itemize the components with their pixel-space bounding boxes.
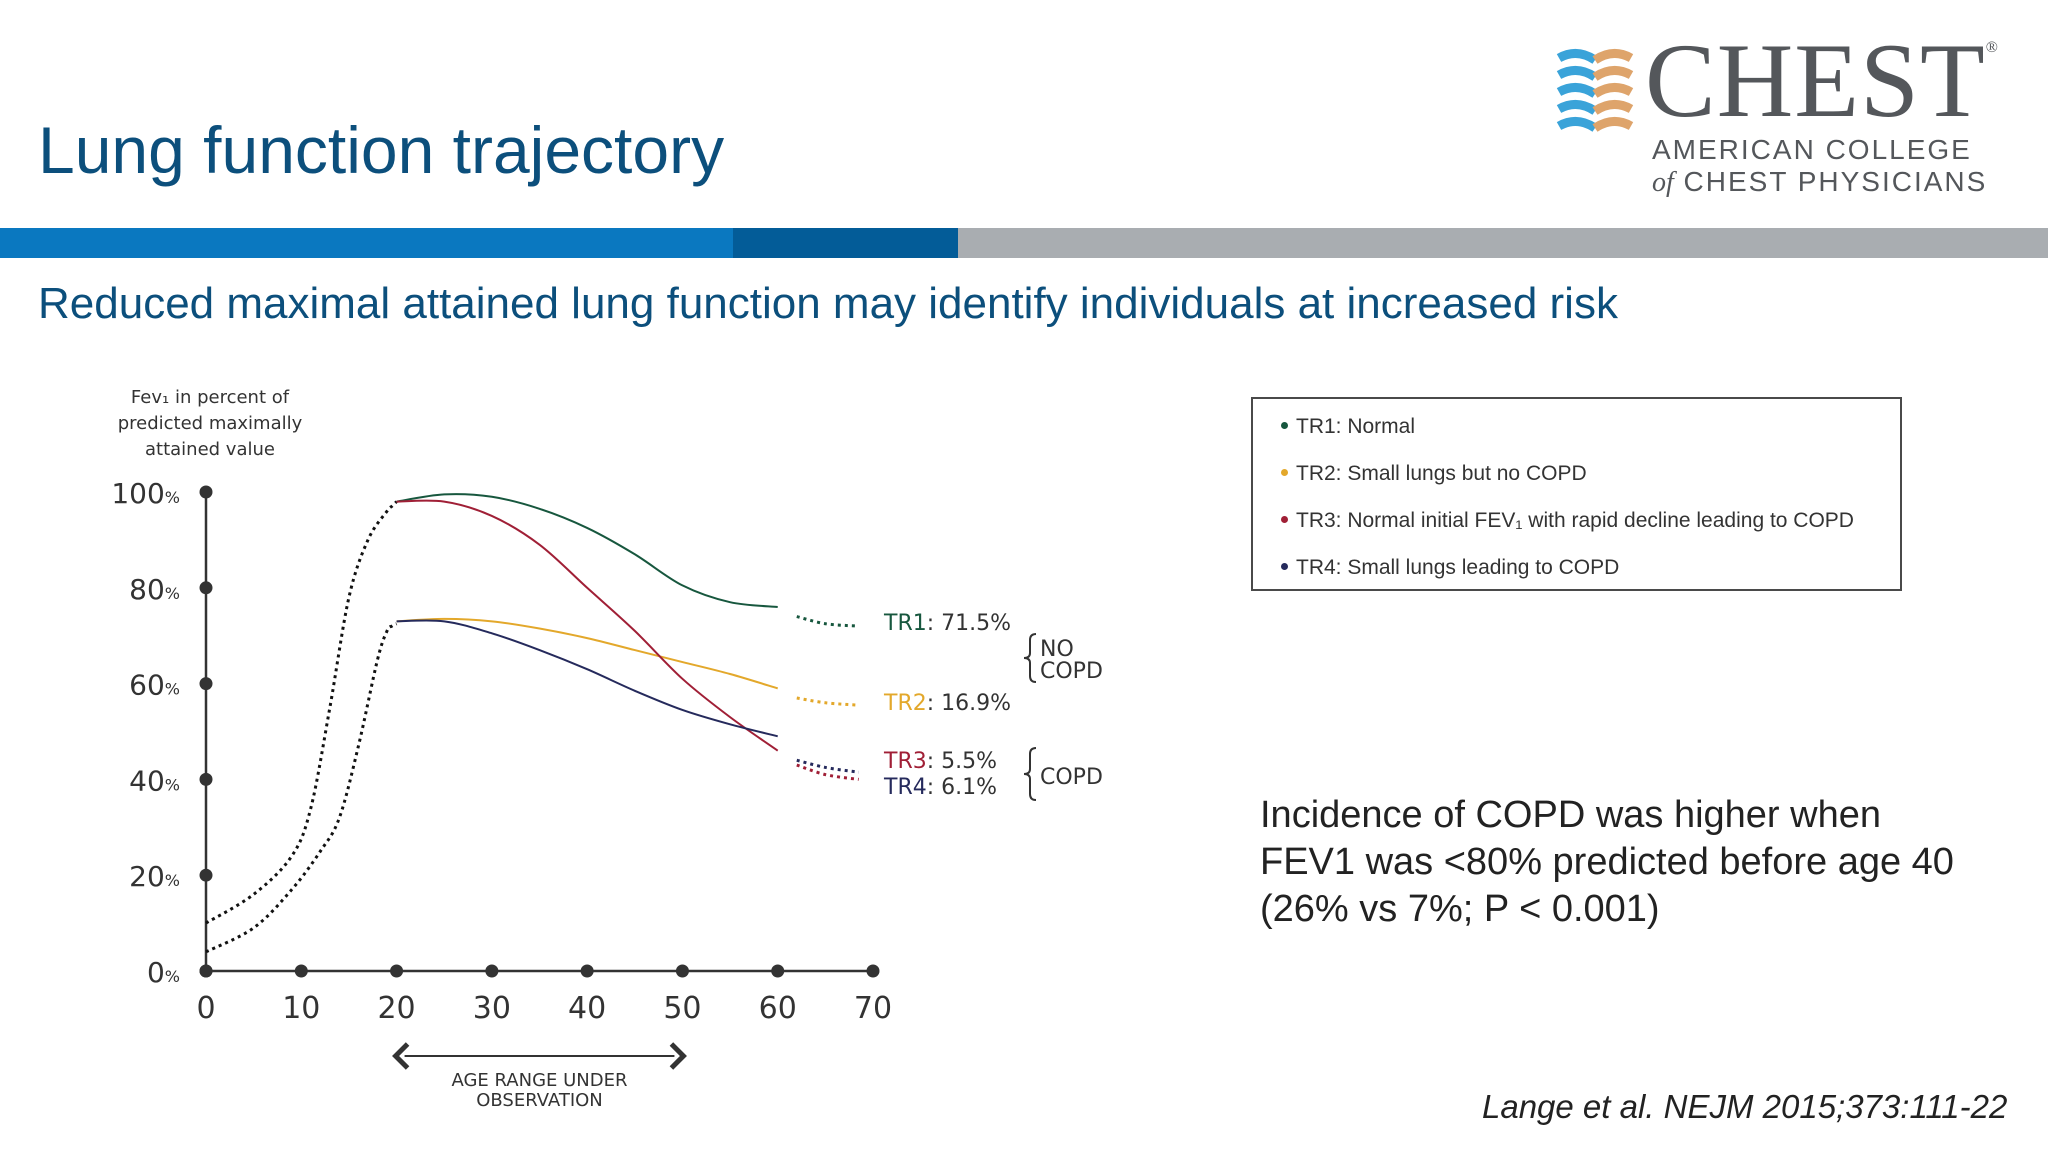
- series-line-tr3: [396, 499, 779, 752]
- y-tick-label: 0%: [147, 956, 180, 989]
- x-tick-label: 70: [854, 991, 892, 1026]
- legend-dot: [1281, 562, 1288, 570]
- legend-dot: [1281, 468, 1288, 476]
- incidence-line: FEV1 was <80% predicted before age 40: [1260, 841, 1954, 883]
- logo-line2: of CHEST PHYSICIANS: [1652, 166, 1988, 198]
- x-tick-label: 40: [568, 991, 606, 1026]
- x-tick-label: 50: [663, 991, 701, 1026]
- arrow-left-icon: [392, 1042, 410, 1070]
- series-label-tr4: TR4: 6.1%: [883, 775, 997, 800]
- logo-line1: AMERICAN COLLEGE: [1652, 134, 1972, 165]
- y-tick-label: 80%: [129, 573, 180, 606]
- header-band-blue: [0, 228, 733, 258]
- header-band-gray: [958, 228, 2048, 258]
- y-tick-dot: [199, 581, 213, 595]
- series-label-tr2: TR2: 16.9%: [883, 691, 1011, 716]
- x-tick-dot: [866, 964, 880, 978]
- group-label: COPD: [1040, 765, 1103, 790]
- y-tick-dot: [199, 677, 213, 691]
- brace-no-copd: [1023, 633, 1037, 683]
- y-tick-label: 100%: [111, 477, 180, 510]
- x-tick-dot: [771, 964, 785, 978]
- legend-item-tr3: TR3: Normal initial FEV₁ with rapid decl…: [1281, 509, 1854, 533]
- legend-dot: [1281, 421, 1288, 429]
- age-range-label: AGE RANGE UNDER: [451, 1070, 627, 1091]
- chart-legend: TR1: Normal TR2: Small lungs but no COPD…: [1251, 397, 1902, 591]
- series-label-tr3: TR3: 5.5%: [883, 749, 997, 774]
- series-projection-tr4: [796, 758, 859, 774]
- legend-item-tr4: TR4: Small lungs leading to COPD: [1281, 556, 1619, 580]
- series-line-tr4: [396, 619, 778, 738]
- growth-curve: [205, 500, 398, 925]
- rib-cage-icon: [1556, 49, 1634, 132]
- incidence-line: (26% vs 7%; P < 0.001): [1260, 888, 1660, 930]
- x-tick-label: 20: [377, 991, 415, 1026]
- y-tick-dot: [199, 772, 213, 786]
- x-tick-dot: [294, 964, 308, 978]
- chest-logo: CHEST® AMERICAN COLLEGE of CHEST PHYSICI…: [1555, 28, 2005, 208]
- age-range-label: OBSERVATION: [476, 1090, 603, 1111]
- brace-copd: [1023, 747, 1037, 801]
- page-subtitle: Reduced maximal attained lung function m…: [38, 279, 1618, 328]
- lung-function-chart: Fev₁ in percent of predicted maximally att…: [111, 387, 1103, 1111]
- y-axis-label: Fev₁ in percent of: [131, 387, 290, 408]
- page-title: Lung function trajectory: [38, 113, 725, 187]
- series-line-tr2: [396, 617, 779, 690]
- y-tick-dot: [199, 868, 213, 882]
- series-line-tr1: [396, 493, 778, 608]
- legend-item-tr1: TR1: Normal: [1281, 415, 1415, 439]
- x-tick-label: 10: [282, 991, 320, 1026]
- y-tick-label: 40%: [129, 764, 180, 797]
- logo-wordmark: CHEST®: [1645, 22, 1999, 139]
- y-tick-dot: [199, 485, 213, 499]
- header-band-darkblue: [733, 228, 958, 258]
- x-tick-label: 60: [759, 991, 797, 1026]
- x-tick-label: 30: [473, 991, 511, 1026]
- x-tick-dot: [390, 964, 404, 978]
- x-tick-dot: [199, 964, 213, 978]
- y-axis-label: predicted maximally: [118, 413, 303, 434]
- x-tick-dot: [580, 964, 594, 978]
- series-projection-tr2: [796, 696, 859, 707]
- series-label-tr1: TR1: 71.5%: [883, 611, 1011, 636]
- citation: Lange et al. NEJM 2015;373:111-22: [1482, 1088, 2008, 1125]
- y-axis-label: attained value: [145, 439, 275, 460]
- y-tick-label: 60%: [129, 669, 180, 702]
- arrow-right-icon: [669, 1042, 687, 1070]
- incidence-line: Incidence of COPD was higher when: [1260, 794, 1881, 836]
- series-projection-tr3: [796, 763, 859, 781]
- x-tick-dot: [485, 964, 499, 978]
- legend-item-tr2: TR2: Small lungs but no COPD: [1281, 462, 1587, 486]
- group-label: COPD: [1040, 659, 1103, 684]
- growth-curve: [205, 622, 398, 954]
- legend-dot: [1281, 515, 1288, 523]
- x-tick-dot: [675, 964, 689, 978]
- incidence-note: Incidence of COPD was higher when FEV1 w…: [1260, 792, 1954, 933]
- x-tick-label: 0: [196, 991, 215, 1026]
- y-tick-label: 20%: [129, 860, 180, 893]
- group-label: NO: [1040, 637, 1074, 662]
- series-projection-tr1: [796, 615, 859, 628]
